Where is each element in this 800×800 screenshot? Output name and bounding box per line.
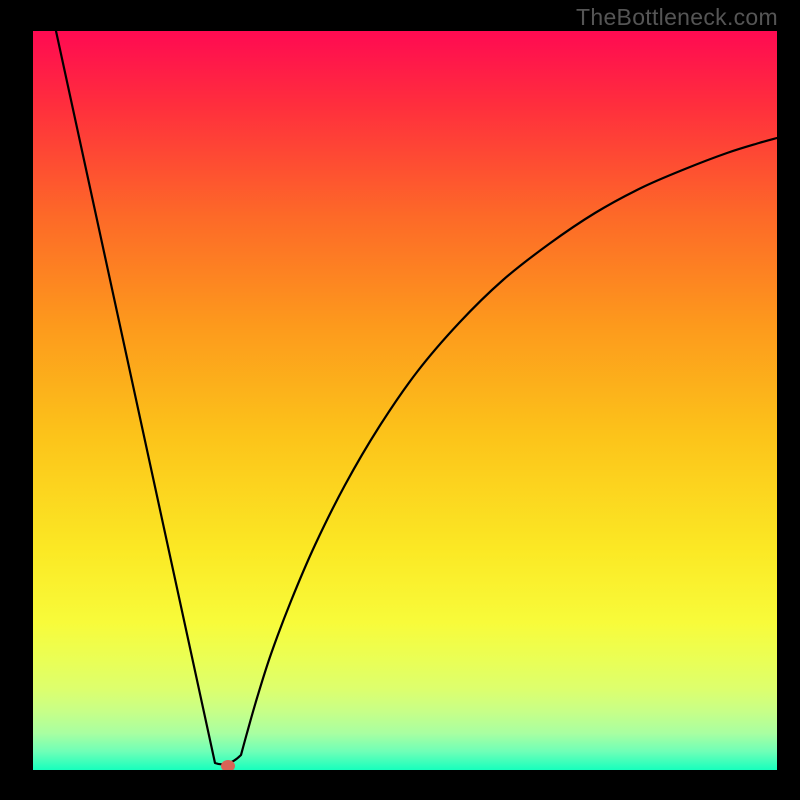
bottleneck-curve	[33, 31, 777, 770]
watermark: TheBottleneck.com	[576, 4, 778, 31]
chart-frame	[0, 0, 800, 800]
plot-area	[33, 31, 777, 770]
watermark-text: TheBottleneck.com	[576, 4, 778, 30]
minimum-marker	[221, 760, 235, 770]
